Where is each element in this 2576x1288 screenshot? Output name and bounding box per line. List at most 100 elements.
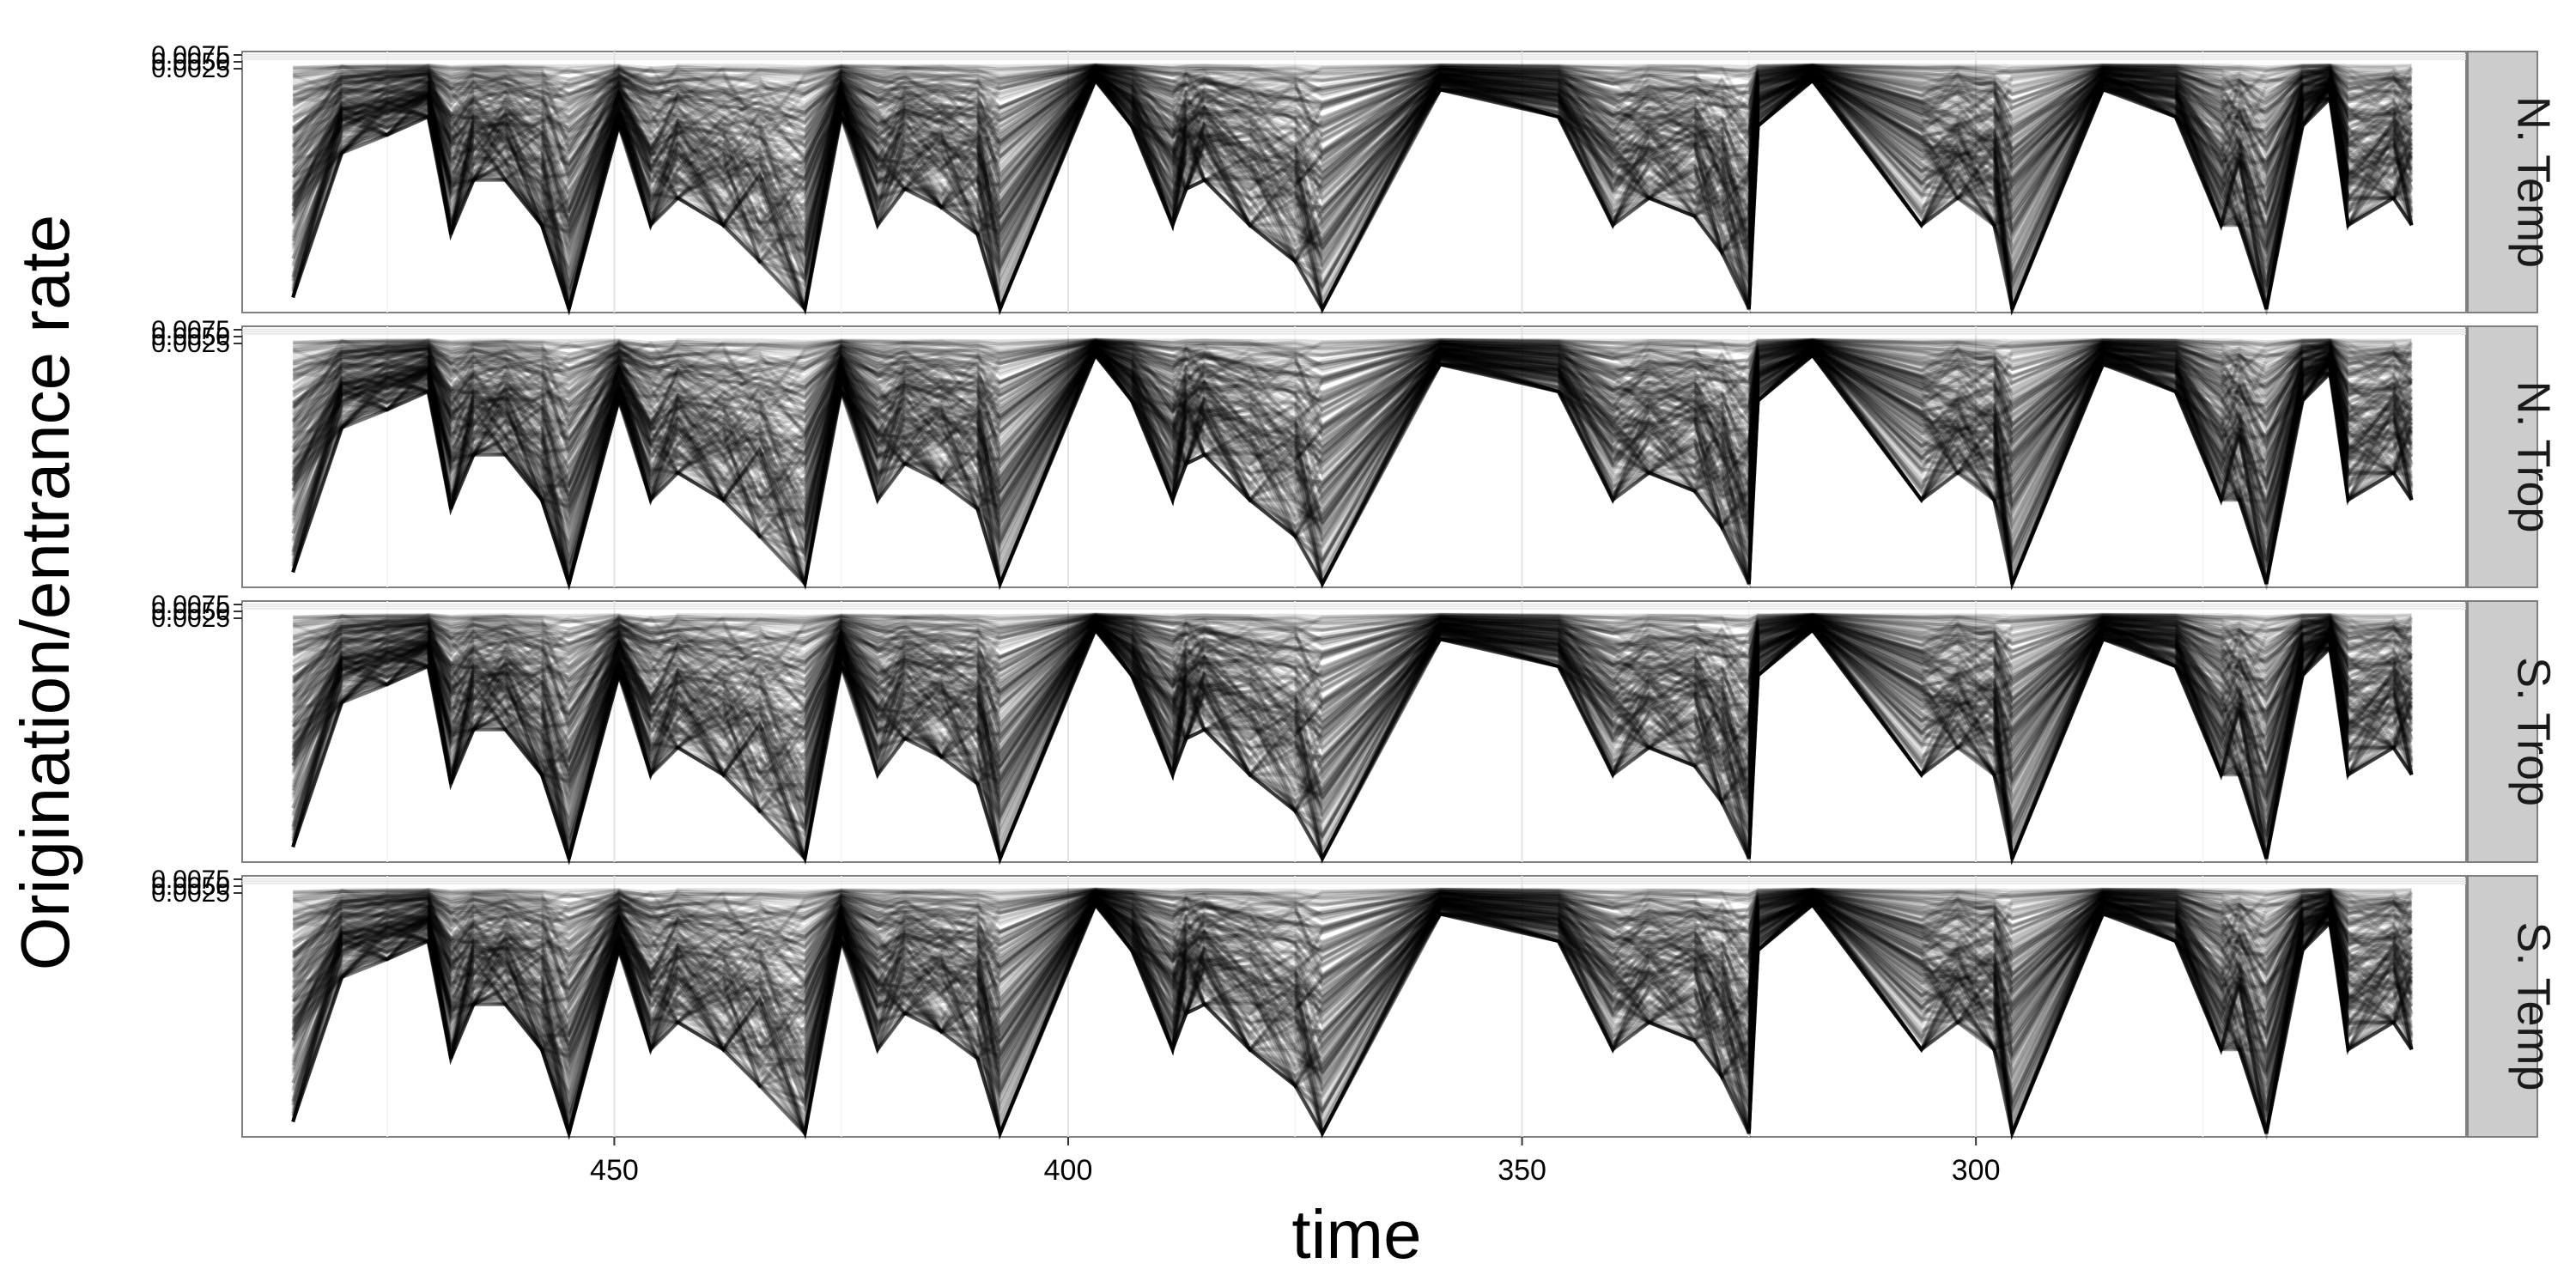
series-line bbox=[292, 340, 2414, 428]
series-line bbox=[292, 341, 2414, 425]
series-line bbox=[293, 887, 2414, 921]
series-line bbox=[291, 341, 2414, 500]
series-line bbox=[291, 74, 2414, 305]
series-line bbox=[292, 622, 2414, 864]
series-line bbox=[293, 337, 2412, 392]
series-line bbox=[292, 337, 2413, 429]
series-line bbox=[291, 343, 2413, 591]
series-line bbox=[291, 65, 2412, 210]
series-line bbox=[291, 890, 2413, 1052]
series-line bbox=[293, 64, 2412, 113]
series-line bbox=[292, 894, 2414, 1139]
series-line bbox=[291, 890, 2413, 1008]
series-line bbox=[292, 346, 2414, 477]
series-line bbox=[291, 623, 2414, 864]
series-line bbox=[292, 64, 2413, 138]
series-line bbox=[292, 890, 2413, 988]
series-line bbox=[291, 346, 2414, 585]
series-line bbox=[292, 69, 2413, 264]
series-line bbox=[291, 351, 2413, 591]
series-line bbox=[291, 623, 2414, 865]
series-line bbox=[291, 896, 2414, 1061]
series-line bbox=[291, 342, 2413, 484]
series-line bbox=[292, 339, 2412, 437]
series-line bbox=[291, 345, 2412, 537]
series-line bbox=[291, 888, 2414, 973]
series-line bbox=[291, 74, 2414, 240]
series-line bbox=[292, 616, 2413, 731]
series-line bbox=[291, 66, 2413, 188]
series-line bbox=[291, 619, 2414, 840]
series-line bbox=[292, 337, 2414, 413]
series-line bbox=[291, 623, 2413, 864]
series-line bbox=[292, 896, 2414, 1139]
series-line bbox=[292, 616, 2413, 730]
y-tick-label: 0.0025 bbox=[151, 879, 230, 908]
series-line bbox=[291, 896, 2414, 1140]
series-line bbox=[291, 895, 2412, 1139]
series-line bbox=[291, 75, 2414, 275]
series-line bbox=[291, 899, 2414, 1140]
series-line bbox=[291, 72, 2414, 233]
series-line bbox=[292, 892, 2413, 1005]
series-line bbox=[291, 346, 2414, 512]
series-line bbox=[292, 889, 2412, 962]
series-line bbox=[292, 889, 2413, 988]
series-line bbox=[291, 896, 2414, 1094]
series-line bbox=[291, 892, 2414, 1087]
series-line bbox=[291, 618, 2414, 841]
series-line bbox=[293, 337, 2414, 393]
series-line bbox=[292, 338, 2414, 410]
series-line bbox=[291, 624, 2413, 820]
series-line bbox=[291, 623, 2414, 854]
series-line bbox=[291, 890, 2413, 1018]
facet-strip bbox=[2467, 325, 2538, 588]
series-line bbox=[291, 351, 2414, 591]
series-line bbox=[291, 902, 2414, 1140]
x-axis-label: time bbox=[1291, 1196, 1421, 1273]
series-line bbox=[291, 65, 2413, 159]
series-line bbox=[292, 613, 2412, 685]
series-line bbox=[291, 341, 2413, 459]
series-line bbox=[292, 889, 2413, 949]
series-lines bbox=[291, 887, 2414, 1140]
series-line bbox=[291, 349, 2414, 550]
series-line bbox=[292, 891, 2414, 1045]
series-line bbox=[291, 893, 2413, 1139]
series-line bbox=[291, 896, 2414, 1139]
series-line bbox=[291, 898, 2414, 1084]
series-line bbox=[291, 66, 2413, 230]
series-line bbox=[292, 614, 2412, 712]
series-line bbox=[291, 615, 2414, 690]
series-line bbox=[291, 895, 2414, 1140]
series-line bbox=[291, 891, 2413, 1055]
series-line bbox=[291, 69, 2413, 315]
series-line bbox=[292, 888, 2412, 928]
series-line bbox=[291, 897, 2414, 1140]
series-line bbox=[292, 342, 2413, 458]
series-line bbox=[291, 67, 2414, 196]
series-line bbox=[291, 66, 2413, 184]
series-line bbox=[293, 612, 2412, 666]
series-line bbox=[291, 893, 2413, 1140]
series-line bbox=[292, 67, 2413, 197]
series-line bbox=[291, 69, 2413, 285]
series-line bbox=[292, 64, 2412, 174]
series-line bbox=[291, 901, 2412, 1111]
series-line bbox=[292, 338, 2412, 379]
series-line bbox=[291, 892, 2413, 1045]
y-tick-label: 0.0025 bbox=[151, 55, 230, 83]
series-line bbox=[291, 897, 2412, 1140]
series-line bbox=[292, 65, 2414, 153]
series-line bbox=[291, 73, 2414, 314]
series-line bbox=[291, 619, 2414, 866]
series-line bbox=[291, 617, 2413, 851]
series-line bbox=[291, 898, 2414, 1134]
series-line bbox=[291, 343, 2414, 527]
series-line bbox=[291, 67, 2413, 188]
series-line bbox=[291, 628, 2414, 864]
series-line bbox=[291, 75, 2414, 316]
series-line bbox=[291, 894, 2414, 1115]
series-line bbox=[293, 894, 2414, 1115]
